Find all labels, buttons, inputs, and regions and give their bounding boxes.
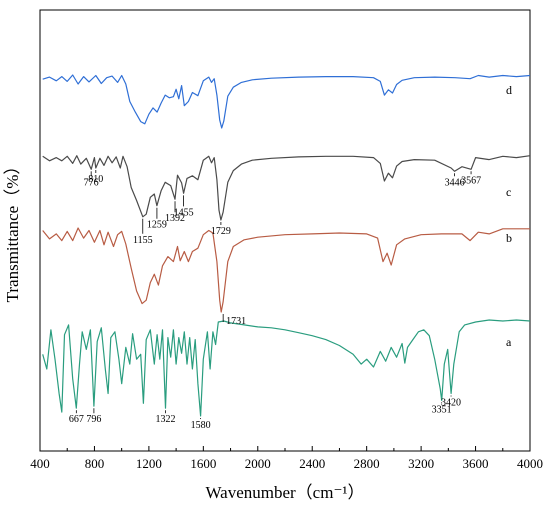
x-tick-label: 3600 — [463, 456, 489, 471]
annotation-label: 1455 — [174, 207, 194, 218]
x-tick-label: 2000 — [245, 456, 271, 471]
annotation-label: 1322 — [155, 414, 175, 425]
series-label-d: d — [506, 83, 512, 97]
annotation-label: 3420 — [441, 398, 461, 409]
annotation-label: 810 — [88, 174, 103, 185]
annotation-label: 1155 — [133, 235, 153, 246]
annotation-label: 1731 — [226, 316, 246, 327]
x-tick-label: 400 — [30, 456, 50, 471]
annotation-label: 776 — [84, 177, 99, 188]
series-group: d c b a — [42, 74, 531, 417]
annotation-label: 1259 — [147, 220, 167, 231]
x-tick-label: 2400 — [299, 456, 325, 471]
series-label-c: c — [506, 185, 511, 199]
series-label-a: a — [506, 335, 512, 349]
annotation-label: 3446 — [445, 177, 465, 188]
x-tick-label: 800 — [85, 456, 105, 471]
annotation-label: 667 — [69, 414, 84, 425]
series-line-a — [42, 319, 531, 417]
x-tick-label: 1600 — [190, 456, 216, 471]
x-tick-label: 2800 — [354, 456, 380, 471]
annotation-label: 3351 — [432, 404, 452, 415]
series-line-b — [42, 227, 530, 313]
annotation-label: 796 — [86, 414, 101, 425]
series-line-c — [42, 155, 531, 221]
y-axis-title: Transmittance（%） — [3, 158, 22, 303]
x-axis-ticks: 400 800 1200 1600 2000 2400 2800 3200 3600 4000 — [30, 446, 543, 471]
annotation-label: 3567 — [461, 175, 481, 186]
x-tick-label: 1200 — [136, 456, 162, 471]
x-tick-label: 4000 — [517, 456, 543, 471]
series-label-b: b — [506, 231, 512, 245]
x-axis-title: Wavenumber（cm⁻¹） — [205, 483, 364, 502]
series-line-d — [42, 74, 531, 129]
x-tick-label: 3200 — [408, 456, 434, 471]
plot-frame — [39, 9, 531, 452]
annotation-label: 1729 — [211, 226, 231, 237]
annotation-label: 1580 — [191, 420, 211, 431]
annotation-label: 1392 — [165, 213, 185, 224]
